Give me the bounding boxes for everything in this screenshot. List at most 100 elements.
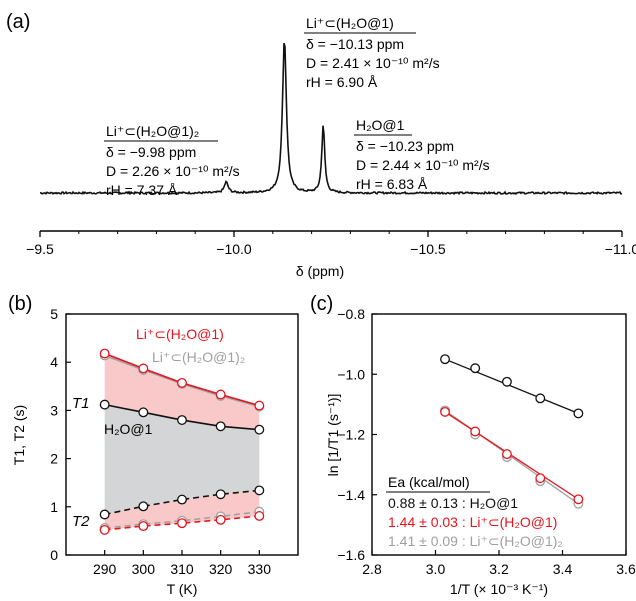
panel-b-point xyxy=(177,377,187,388)
panel-b-point xyxy=(99,524,110,535)
panel-b-point xyxy=(138,521,149,532)
panel-b-x-tick-label: 310 xyxy=(170,561,194,577)
annotation-dimer-rH: rH = 7.37 Å xyxy=(106,182,178,198)
annotation-host: H₂O@1 δ = −10.23 ppm D = 2.44 × 10⁻¹⁰ m²… xyxy=(354,117,490,192)
panel-c-point xyxy=(535,393,546,404)
panel-b-letter: (b) xyxy=(8,293,32,315)
ea-row-complex: 1.44 ± 0.03 : Li⁺⊂(H₂O@1) xyxy=(388,514,557,530)
ea-row-host: 0.88 ± 0.13 : H₂O@1 xyxy=(388,495,518,511)
panel-b-y-tick-label: 1 xyxy=(50,499,58,515)
ea-row-dimer: 1.41 ± 0.09 : Li⁺⊂(H₂O@1)₂ xyxy=(388,533,563,549)
panel-b-point xyxy=(254,485,265,496)
panel-b-series-line xyxy=(104,510,260,529)
annotation-complex-delta: δ = −10.13 ppm xyxy=(306,36,404,52)
panel-c-fit-line xyxy=(444,411,579,500)
panel-b-T1-label: T1 xyxy=(72,395,90,412)
panel-b-x-tick-label: 290 xyxy=(93,561,117,577)
panel-c-point xyxy=(573,408,584,419)
panel-b-y-label: T1, T2 (s) xyxy=(11,405,27,465)
panel-c-series xyxy=(440,354,584,509)
panel-c-point xyxy=(573,494,584,505)
panel-c-x-tick-label: 3.2 xyxy=(489,561,509,577)
panel-c-y-tick-label: −1.6 xyxy=(337,547,365,563)
annotation-complex-D: D = 2.41 × 10⁻¹⁰ m²/s xyxy=(306,55,440,71)
panel-b-point xyxy=(215,514,226,525)
panel-b-fill-host-T1-T2 xyxy=(104,404,260,515)
annotation-host-rH: rH = 6.83 Å xyxy=(356,176,428,192)
panel-b-point xyxy=(215,421,226,432)
nmr-spectrum-line xyxy=(39,42,623,196)
panel-a-x-tick-label: −9.5 xyxy=(26,241,54,257)
annotation-dimer: Li⁺⊂(H₂O@1)₂ δ = −9.98 ppm D = 2.26 × 10… xyxy=(104,123,240,198)
panel-b-point xyxy=(177,415,187,425)
panel-b-point xyxy=(138,363,149,374)
panel-c-point xyxy=(470,426,481,437)
panel-b-point xyxy=(177,518,187,529)
panel-a-letter: (a) xyxy=(6,11,30,33)
panel-b-point xyxy=(177,494,187,505)
panel-c-x-tick-label: 2.8 xyxy=(362,561,382,577)
panel-c-y-label: ln [1/T1 (s⁻¹)] xyxy=(325,394,341,477)
ea-header: Ea (kcal/mol) xyxy=(388,474,470,490)
panel-b-T2-label: T2 xyxy=(72,513,90,530)
panel-b-y-tick-label: 4 xyxy=(50,354,58,370)
panel-b-x-tick-label: 300 xyxy=(132,561,156,577)
panel-b: (b) 290 300 310 320 330 0 1 2 3 4 5 T (K) T1, T2 (… xyxy=(8,293,299,597)
panel-b-x-label: T (K) xyxy=(167,581,198,597)
panel-b-point xyxy=(254,511,265,521)
panel-c-point xyxy=(501,376,512,387)
panel-c-x-tick-label: 3.6 xyxy=(616,561,636,577)
panel-c-x-tick-label: 3.4 xyxy=(553,561,573,577)
panel-b-y-tick-label: 5 xyxy=(50,306,58,322)
annotation-dimer-species: Li⁺⊂(H₂O@1)₂ xyxy=(106,123,199,139)
panel-c-letter: (c) xyxy=(310,293,333,315)
panel-b-legend-complex: Li⁺⊂(H₂O@1) xyxy=(136,326,224,342)
panel-b-legend-dimer: Li⁺⊂(H₂O@1)₂ xyxy=(152,349,245,365)
panel-b-series xyxy=(99,348,265,535)
annotation-host-species: H₂O@1 xyxy=(356,117,405,133)
annotation-complex-species: Li⁺⊂(H₂O@1) xyxy=(306,15,394,31)
panel-b-point xyxy=(254,400,265,411)
panel-a-x-tick-label: −10.0 xyxy=(216,241,252,257)
panel-b-x-tick-label: 320 xyxy=(209,561,233,577)
panel-b-point xyxy=(138,407,149,418)
panel-b-point xyxy=(99,399,110,410)
panel-b-y-tick-label: 2 xyxy=(50,451,58,467)
panel-c-y-tick-label: −1.2 xyxy=(337,427,365,443)
panel-a-x-tick-label: −10.5 xyxy=(410,241,446,257)
panel-c-fit-line xyxy=(444,358,579,415)
panel-c-point xyxy=(501,449,512,460)
panel-a-x-label: δ (ppm) xyxy=(296,263,344,279)
panel-c: (c) 2.8 3.0 3.2 3.4 3.6−1.6−1.4−1.2−1.0−0.8 … xyxy=(310,293,636,597)
annotation-dimer-delta: δ = −9.98 ppm xyxy=(106,144,196,160)
panel-b-point xyxy=(99,348,110,359)
panel-b-series-line xyxy=(104,489,260,516)
panel-b-legend-host: H₂O@1 xyxy=(104,421,153,437)
panel-b-point xyxy=(254,424,265,435)
panel-c-y-tick-label: −0.8 xyxy=(337,306,365,322)
panel-c-x-tick-label: 3.0 xyxy=(426,561,446,577)
panel-b-series-line xyxy=(104,515,260,531)
panel-c-ticks: 2.8 3.0 3.2 3.4 3.6 −1.6 −1.4 −1.2 −1.0 −0.8 xyxy=(337,306,636,577)
annotation-host-D: D = 2.44 × 10⁻¹⁰ m²/s xyxy=(356,157,490,173)
annotation-dimer-D: D = 2.26 × 10⁻¹⁰ m²/s xyxy=(106,163,240,179)
panel-a: (a) −9.5 −10.0 −10.5 −11.0 δ (ppm) Li⁺⊂(H₂O… xyxy=(6,11,636,279)
panel-a-x-tick-label: −11.0 xyxy=(605,241,636,257)
panel-c-y-tick-label: −1.0 xyxy=(337,366,365,382)
panel-b-point xyxy=(215,489,226,500)
panel-b-point xyxy=(138,501,149,512)
panel-a-ticks: −9.5 −10.0 −10.5 −11.0 xyxy=(26,231,636,257)
panel-b-point xyxy=(99,509,110,520)
panel-c-point xyxy=(470,363,481,374)
panel-b-ticks: 290 300 310 320 330 0 1 2 3 4 5 xyxy=(50,306,271,577)
panel-c-x-label: 1/T (× 10⁻³ K⁻¹) xyxy=(450,581,548,597)
panel-c-point xyxy=(440,354,450,365)
annotation-host-delta: δ = −10.23 ppm xyxy=(356,138,454,154)
panel-c-point xyxy=(440,406,450,417)
panel-b-y-tick-label: 0 xyxy=(50,547,58,563)
annotation-complex: Li⁺⊂(H₂O@1) δ = −10.13 ppm D = 2.41 × 10… xyxy=(304,15,440,90)
panel-c-y-tick-label: −1.4 xyxy=(337,487,365,503)
panel-b-point xyxy=(215,389,226,400)
panel-b-x-tick-label: 330 xyxy=(248,561,272,577)
